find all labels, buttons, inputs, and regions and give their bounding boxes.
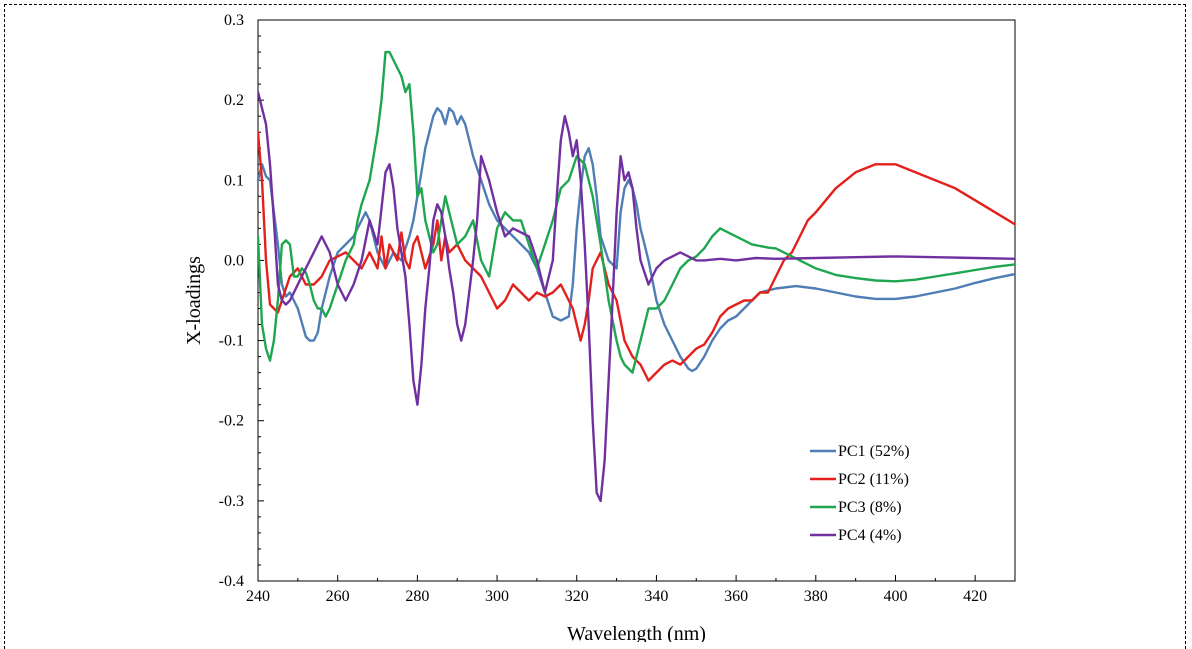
legend-label-pc2: PC2 (11%)	[838, 471, 909, 488]
legend-label-pc1: PC1 (52%)	[838, 443, 910, 460]
series-line-pc1	[258, 107, 1015, 373]
x-tick-label: 320	[565, 588, 589, 605]
series-line-pc4	[258, 90, 1015, 503]
y-tick-label: -0.2	[219, 413, 244, 430]
x-tick-label: 300	[485, 588, 509, 605]
y-axis-title: X-loadings	[183, 256, 205, 345]
y-tick-label: 0.3	[224, 12, 244, 29]
y-tick-label: -0.3	[219, 493, 244, 510]
x-tick-label: 400	[883, 588, 907, 605]
series-line-pc3	[258, 50, 1015, 374]
y-tick-label: 0.0	[224, 252, 244, 269]
y-tick-label: -0.1	[219, 333, 244, 350]
x-tick-label: 240	[246, 588, 270, 605]
series-layer	[258, 50, 1015, 503]
y-tick-label: -0.4	[219, 573, 244, 590]
legend: PC1 (52%) PC2 (11%) PC3 (8%) PC4 (4%)	[810, 443, 910, 544]
x-tick-label: 420	[963, 588, 987, 605]
y-tick-label: 0.2	[224, 92, 244, 109]
figure-frame	[4, 4, 1186, 649]
x-tick-label: 260	[326, 588, 350, 605]
x-axis-title: Wavelength (nm)	[567, 623, 706, 642]
plot-area	[257, 19, 1016, 582]
y-tick-label: 0.1	[224, 172, 244, 189]
x-tick-label: 380	[804, 588, 828, 605]
legend-label-pc3: PC3 (8%)	[838, 499, 902, 516]
x-tick-label: 340	[644, 588, 668, 605]
x-tick-label: 360	[724, 588, 748, 605]
legend-label-pc4: PC4 (4%)	[838, 527, 902, 544]
x-tick-label: 280	[405, 588, 429, 605]
axes: 240 260 280 300 320 340 360 380 400 420 -0.4 -0.3 -0…	[219, 12, 987, 605]
